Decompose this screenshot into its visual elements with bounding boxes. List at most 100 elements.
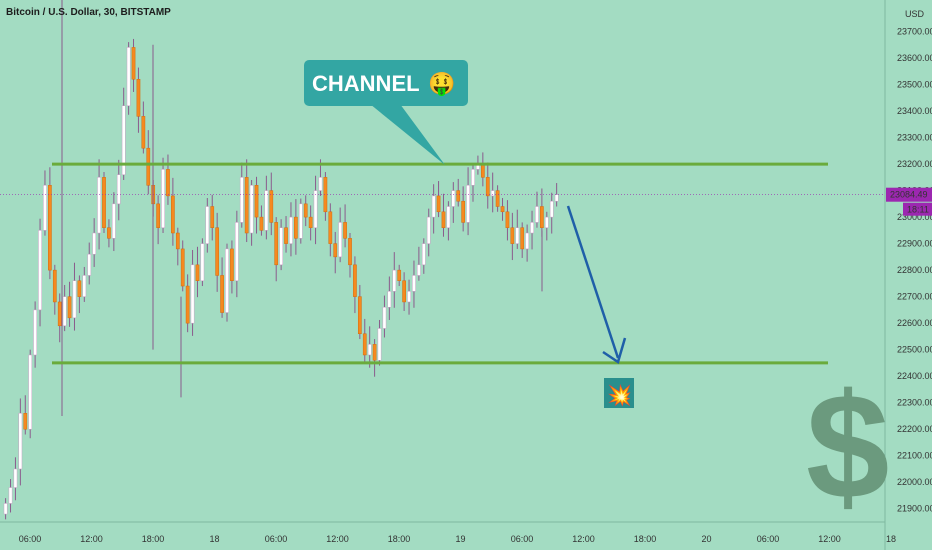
candle-body — [225, 248, 229, 313]
candle-body — [294, 216, 298, 239]
candle-body — [195, 264, 200, 281]
candle-body — [156, 203, 160, 228]
channel-lines — [0, 162, 885, 365]
y-tick-label: 22100.00 — [897, 451, 932, 461]
current-price-badge[interactable] — [886, 187, 932, 202]
candle-body — [121, 105, 126, 175]
candle-body — [57, 301, 62, 327]
candle-body — [461, 200, 466, 223]
candle-body — [23, 413, 28, 430]
candle-body — [244, 177, 249, 234]
candle-body — [136, 78, 141, 117]
candle-body — [466, 185, 470, 223]
candle-body — [92, 232, 97, 255]
y-tick-label: 21900.00 — [897, 504, 932, 514]
candle-body — [530, 222, 534, 234]
candle-body — [426, 216, 431, 244]
candle-body — [357, 296, 362, 335]
candle-body — [190, 264, 195, 324]
y-tick-label: 22500.00 — [897, 345, 932, 355]
candle-body — [515, 227, 520, 244]
candle-body — [446, 206, 451, 228]
candle-body — [239, 177, 244, 223]
candle-body — [185, 285, 190, 324]
candle-body — [387, 291, 392, 308]
candle-body — [333, 243, 338, 258]
candle-body — [431, 195, 436, 218]
candle-body — [284, 227, 288, 244]
candle-body — [62, 296, 67, 327]
candle-body — [407, 291, 411, 303]
candle-body — [33, 309, 37, 356]
channel-callout-box[interactable] — [304, 60, 468, 106]
candle-body — [102, 177, 106, 228]
currency-label: USD — [905, 9, 925, 19]
current-price-value: 23084.49 — [890, 190, 928, 200]
x-tick-label: 18 — [209, 534, 219, 544]
candle-body — [308, 216, 313, 228]
x-tick-label: 06:00 — [757, 534, 780, 544]
candle-body — [210, 206, 215, 228]
candle-body — [87, 253, 92, 276]
candle-body — [8, 487, 13, 504]
y-tick-label: 22000.00 — [897, 477, 932, 487]
candle-body — [269, 190, 274, 223]
candle-body — [525, 232, 529, 250]
candle-body — [28, 354, 33, 430]
callout-pointer — [370, 104, 445, 165]
candle-body — [38, 230, 42, 311]
forecast-arrow[interactable] — [566, 205, 620, 359]
candle-body — [97, 177, 101, 234]
candle-body — [500, 206, 505, 213]
y-tick-label: 23500.00 — [897, 80, 932, 90]
y-tick-label: 23400.00 — [897, 106, 932, 116]
x-tick-label: 12:00 — [572, 534, 595, 544]
y-tick-label: 22200.00 — [897, 424, 932, 434]
candle-body — [180, 248, 185, 287]
y-tick-label: 23600.00 — [897, 53, 932, 63]
candle-body — [505, 211, 510, 228]
candle-body — [540, 206, 544, 228]
candle-body — [544, 216, 549, 228]
candle-body — [554, 194, 559, 202]
x-tick-label: 06:00 — [19, 534, 42, 544]
candle-body — [535, 206, 539, 223]
candle-body — [338, 222, 343, 258]
candle-body — [259, 216, 264, 231]
candle-body — [382, 306, 387, 329]
price-axis-bg — [885, 0, 932, 550]
y-tick-label: 22700.00 — [897, 292, 932, 302]
candle-body — [451, 190, 456, 207]
channel-label: CHANNEL — [312, 71, 420, 96]
candle-body — [249, 185, 254, 234]
candle-body — [126, 47, 131, 106]
candle-body — [490, 190, 495, 197]
candle-body — [67, 296, 72, 319]
candle-body — [412, 275, 416, 292]
explosion-badge — [604, 378, 634, 408]
price-axis[interactable]: 21900.00 22000.00 22100.00 22200.00 22300.00… — [884, 0, 932, 550]
candle-body — [161, 169, 165, 228]
y-tick-label: 23300.00 — [897, 133, 932, 143]
candle-body — [107, 227, 111, 239]
candle-body — [18, 413, 23, 470]
countdown-badge — [903, 202, 932, 216]
x-tick-label: 18 — [886, 534, 896, 544]
candle-body — [72, 280, 77, 319]
x-tick-label: 18:00 — [388, 534, 411, 544]
candle-body — [279, 227, 283, 266]
candle-body — [48, 185, 52, 271]
candle-body — [456, 190, 461, 202]
time-axis[interactable]: 06:00 12:00 18:00 18 06:00 12:00 18:00 19 06:00 1… — [0, 521, 896, 544]
x-tick-label: 12:00 — [818, 534, 841, 544]
x-tick-label: 20 — [701, 534, 711, 544]
candle-body — [348, 238, 352, 266]
x-tick-label: 06:00 — [265, 534, 288, 544]
candle-body — [215, 227, 220, 276]
x-tick-label: 18:00 — [634, 534, 657, 544]
candle-body — [3, 503, 8, 515]
y-tick-label: 22400.00 — [897, 371, 932, 381]
candle-body — [549, 200, 554, 218]
candle-body — [372, 344, 377, 361]
